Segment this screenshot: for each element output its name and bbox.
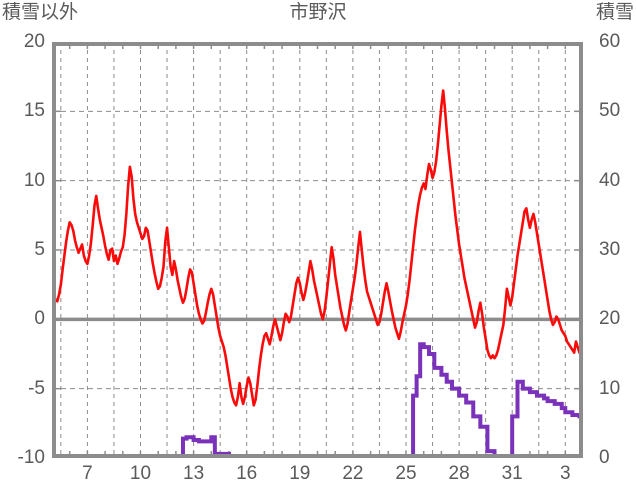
plot-area: [52, 42, 583, 458]
x-axis-tick-3: 3: [560, 463, 571, 484]
left-axis-tick-5: 5: [34, 239, 45, 260]
plot-border: [52, 42, 583, 458]
x-axis-tick-7: 7: [82, 463, 93, 484]
left-axis-tick-0: 0: [34, 308, 45, 330]
left-axis-tick-10: 10: [23, 169, 45, 191]
x-axis-tick-25: 25: [395, 463, 417, 484]
x-axis-tick-22: 22: [342, 463, 364, 484]
plot-canvas: [52, 42, 583, 458]
right-axis-tick-30: 30: [599, 239, 621, 260]
right-axis-tick-40: 40: [599, 169, 621, 191]
right-axis-tick-20: 20: [599, 308, 621, 330]
chart-title: 市野沢: [289, 2, 347, 23]
x-axis-tick-10: 10: [129, 463, 152, 484]
left-axis-title: 積雪以外: [2, 2, 79, 23]
left-axis-tick--5: -5: [28, 377, 45, 399]
y-gridlines: [52, 110, 583, 390]
x-axis-tick-13: 13: [183, 463, 205, 484]
left-axis-tick-labels: 20 15 10 5 0 -5 -10: [0, 0, 45, 501]
x-axis-tick-16: 16: [236, 463, 258, 484]
right-axis-tick-10: 10: [599, 377, 621, 399]
left-axis-tick-15: 15: [23, 100, 45, 122]
snow-depth-line: [52, 342, 583, 458]
right-axis-title: 積雪: [595, 2, 634, 23]
x-axis-tick-labels: 7 10 13 16 19 22 25 28 31 3: [0, 464, 636, 494]
x-axis-tick-31: 31: [501, 463, 523, 484]
left-axis-tick--10: -10: [17, 447, 45, 468]
right-axis-tick-0: 0: [599, 447, 610, 468]
x-axis-tick-28: 28: [448, 463, 470, 484]
right-axis-tick-60: 60: [599, 31, 621, 52]
x-axis-tick-19: 19: [289, 463, 311, 484]
temperature-line: [52, 89, 583, 407]
right-axis-tick-labels: 60 50 40 30 20 10 0: [591, 0, 636, 501]
left-axis-tick-20: 20: [23, 31, 45, 52]
right-axis-tick-50: 50: [599, 100, 621, 122]
